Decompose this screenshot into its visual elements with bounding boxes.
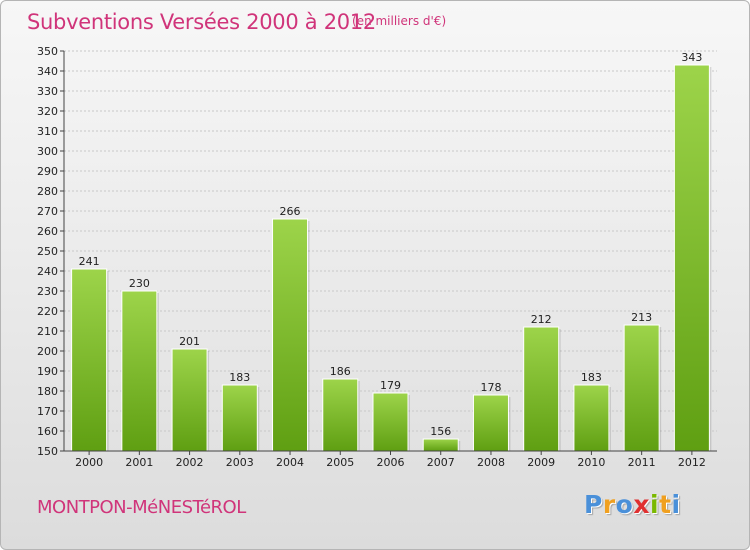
bars: 241 230 201 183 266 186 179 156 178 212 183 213 343 <box>71 51 712 452</box>
chart-title: Subventions Versées 2000 à 2012 <box>27 10 376 34</box>
bar-value-label: 178 <box>480 381 501 394</box>
chart-subtitle: (en milliers d'€) <box>352 14 447 28</box>
x-tick-label: 2011 <box>628 456 656 469</box>
y-tick-label: 200 <box>37 345 58 358</box>
y-tick-label: 340 <box>37 65 58 78</box>
bar-value-label: 241 <box>79 255 100 268</box>
bar <box>322 378 359 452</box>
bar-value-label: 201 <box>179 335 200 348</box>
x-tick-label: 2005 <box>326 456 354 469</box>
x-tick-label: 2006 <box>377 456 405 469</box>
bar <box>673 64 710 452</box>
x-tick-label: 2001 <box>125 456 153 469</box>
proxiti-logo: Proxiti <box>584 490 681 519</box>
logo-letter: i <box>650 490 660 519</box>
bar <box>272 218 309 452</box>
y-tick-label: 160 <box>37 425 58 438</box>
y-tick-label: 210 <box>37 325 58 338</box>
y-tick-label: 310 <box>37 125 58 138</box>
x-tick-label: 2012 <box>678 456 706 469</box>
commune-name: MONTPON-MéNESTéROL <box>37 497 246 518</box>
y-tick-label: 230 <box>37 285 58 298</box>
logo-letter: i <box>671 490 681 519</box>
y-tick-label: 250 <box>37 245 58 258</box>
logo-letter: t <box>659 490 672 519</box>
y-tick-label: 300 <box>37 145 58 158</box>
y-tick-label: 180 <box>37 385 58 398</box>
logo-letter: r <box>602 490 616 519</box>
bar-value-label: 186 <box>330 365 351 378</box>
bar-value-label: 343 <box>681 51 702 64</box>
y-tick-label: 290 <box>37 165 58 178</box>
logo-letter: x <box>633 490 650 519</box>
bar-value-label: 183 <box>229 371 250 384</box>
x-tick-label: 2010 <box>577 456 605 469</box>
y-tick-label: 190 <box>37 365 58 378</box>
bar-value-label: 212 <box>531 313 552 326</box>
x-tick-label: 2008 <box>477 456 505 469</box>
x-tick-label: 2009 <box>527 456 555 469</box>
bar <box>71 268 108 452</box>
bar-value-label: 266 <box>280 205 301 218</box>
bar-value-label: 230 <box>129 277 150 290</box>
y-tick-label: 280 <box>37 185 58 198</box>
x-tick-label: 2004 <box>276 456 304 469</box>
logo-letter: P <box>584 490 603 519</box>
logo-letter: o <box>615 490 634 519</box>
bar <box>372 392 409 452</box>
bar-value-label: 156 <box>430 425 451 438</box>
y-tick-label: 240 <box>37 265 58 278</box>
axes: 150 160 170 180 190 200 210 220 230 240 250 260 270 2… <box>37 45 717 469</box>
bar-value-label: 179 <box>380 379 401 392</box>
bar <box>623 324 660 452</box>
bar-value-label: 183 <box>581 371 602 384</box>
x-tick-label: 2003 <box>226 456 254 469</box>
bar <box>472 394 509 452</box>
x-tick-label: 2000 <box>75 456 103 469</box>
x-tick-label: 2007 <box>427 456 455 469</box>
y-tick-label: 350 <box>37 45 58 58</box>
y-tick-label: 260 <box>37 225 58 238</box>
y-tick-label: 330 <box>37 85 58 98</box>
y-tick-label: 320 <box>37 105 58 118</box>
x-tick-label: 2002 <box>176 456 204 469</box>
bar-value-label: 213 <box>631 311 652 324</box>
y-tick-label: 170 <box>37 405 58 418</box>
y-tick-label: 220 <box>37 305 58 318</box>
bar <box>523 326 560 452</box>
bar <box>221 384 258 452</box>
bar <box>121 290 158 452</box>
bar <box>171 348 208 452</box>
y-tick-label: 150 <box>37 445 58 458</box>
bar <box>573 384 610 452</box>
bar <box>422 438 459 452</box>
y-tick-label: 270 <box>37 205 58 218</box>
